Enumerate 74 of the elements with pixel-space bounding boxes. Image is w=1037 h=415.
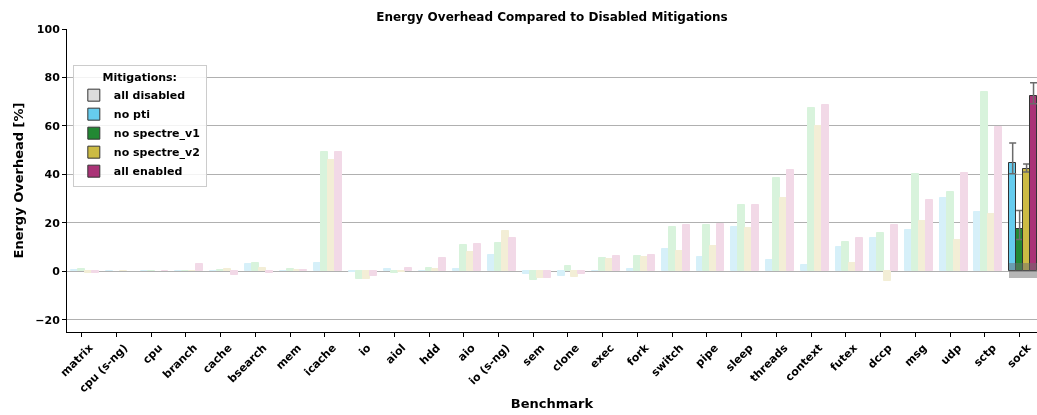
- bar: [841, 241, 849, 271]
- bar: [890, 224, 898, 271]
- bar: [334, 151, 342, 271]
- x-tick-label: aio: [455, 341, 479, 364]
- bar: [529, 270, 537, 280]
- bar: [716, 223, 724, 271]
- bar: [1009, 263, 1037, 278]
- bar: [91, 270, 99, 273]
- bar: [362, 270, 370, 279]
- bar: [570, 270, 578, 277]
- bar: [459, 244, 467, 271]
- legend-label: all disabled: [113, 89, 186, 103]
- y-tick-label: 0: [52, 265, 61, 279]
- x-tick-label: cpu: [140, 341, 166, 367]
- bar: [251, 262, 259, 271]
- bar: [390, 270, 398, 273]
- bar: [772, 177, 780, 271]
- bar: [786, 169, 794, 271]
- bar: [626, 268, 634, 271]
- bar: [564, 265, 571, 271]
- y-tick-label: 60: [44, 119, 61, 133]
- bar: [223, 268, 231, 271]
- bar: [994, 126, 1002, 271]
- chart-title: Energy Overhead Compared to Disabled Mitigations: [376, 10, 728, 25]
- legend-label: no spectre_v1: [113, 127, 200, 141]
- bar: [508, 237, 516, 271]
- bar: [577, 270, 585, 274]
- bar: [876, 232, 884, 271]
- bar: [84, 270, 92, 273]
- bar: [925, 199, 933, 271]
- y-axis-title: Energy Overhead [%]: [11, 102, 27, 259]
- bar: [425, 267, 432, 271]
- bar: [647, 254, 655, 271]
- bar: [501, 230, 509, 271]
- bar: [473, 243, 481, 271]
- legend-title: Mitigations:: [102, 70, 178, 84]
- legend-label: no pti: [113, 108, 150, 122]
- bar: [438, 257, 446, 271]
- bar: [77, 268, 85, 271]
- bar: [682, 224, 690, 271]
- bar: [452, 268, 460, 271]
- bar: [404, 267, 412, 271]
- bar: [883, 270, 891, 281]
- bar: [522, 270, 530, 274]
- bar: [821, 104, 829, 271]
- y-tick-label: −20: [35, 313, 61, 327]
- y-tick-label: 80: [44, 71, 61, 85]
- bar: [855, 237, 863, 271]
- bar: [230, 270, 238, 275]
- bar: [911, 173, 919, 271]
- bar: [195, 263, 203, 271]
- bar: [737, 204, 745, 271]
- y-tick-label: 20: [44, 216, 61, 230]
- bar: [702, 224, 710, 271]
- y-tick-label: 40: [44, 168, 61, 182]
- bar: [265, 270, 273, 273]
- bar: [258, 267, 266, 271]
- bar: [946, 191, 954, 271]
- x-axis-title: Benchmark: [510, 395, 594, 411]
- bar: [960, 172, 968, 271]
- bar: [431, 268, 439, 271]
- bar: [612, 255, 620, 271]
- bar: [980, 91, 988, 271]
- legend-label: all enabled: [113, 165, 183, 179]
- bar: [383, 268, 391, 271]
- bar: [543, 270, 551, 278]
- bar: [286, 268, 294, 271]
- bar: [557, 270, 565, 276]
- y-tick-label: 100: [36, 22, 61, 36]
- bar: [668, 226, 676, 271]
- x-tick-label: io: [356, 341, 374, 359]
- bar: [751, 204, 759, 271]
- bar: [369, 270, 377, 276]
- legend-label: no spectre_v2: [113, 146, 200, 160]
